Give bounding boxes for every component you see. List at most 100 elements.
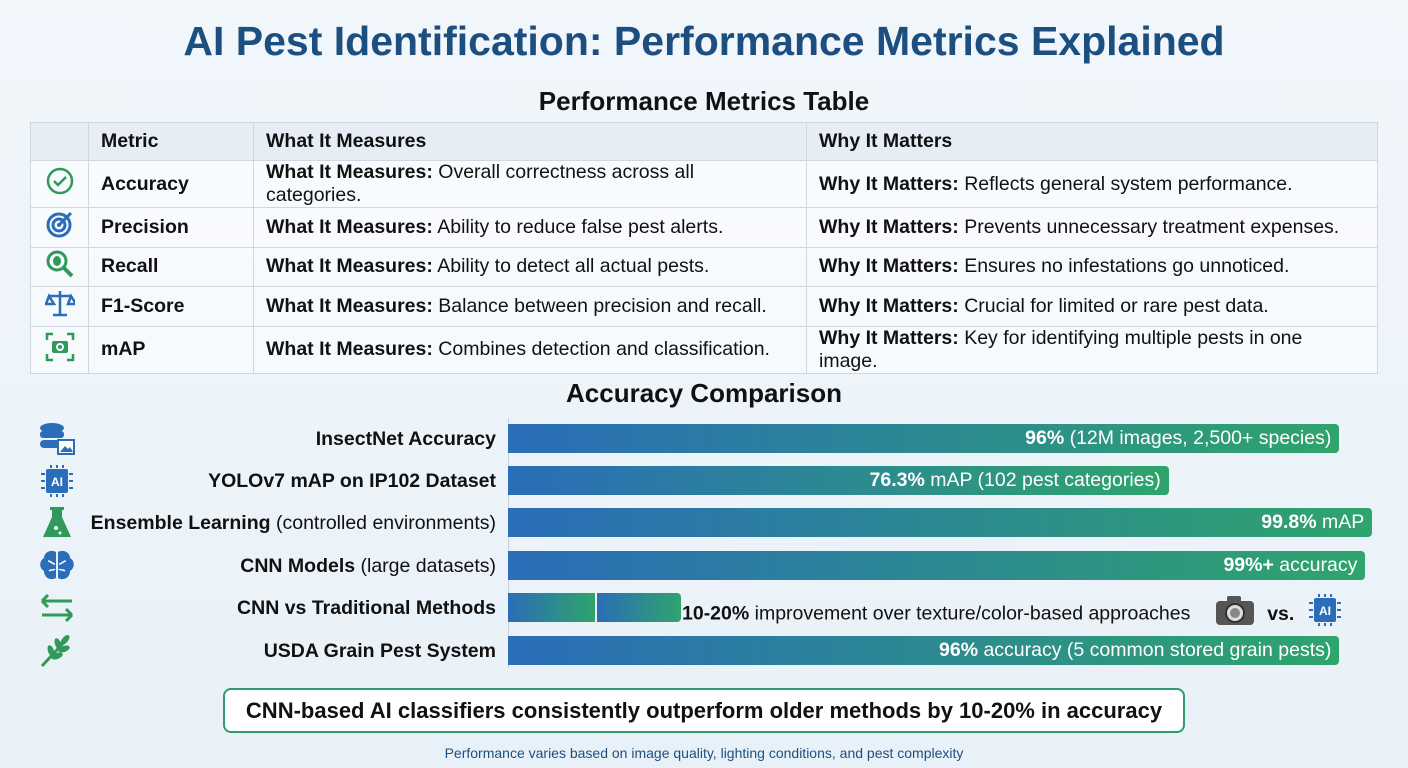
measures-text: Combines detection and classification. <box>438 338 770 360</box>
measures-cell: What It Measures: Ability to reduce fals… <box>253 207 807 248</box>
header-measures: What It Measures <box>253 122 807 161</box>
matters-cell: Why It Matters: Crucial for limited or r… <box>806 286 1378 327</box>
brain-icon <box>38 549 76 583</box>
matters-text: Ensures no infestations go unnoticed. <box>964 255 1290 278</box>
category-name: YOLOv7 mAP on IP102 Dataset <box>208 470 496 492</box>
bar: 96% (12M images, 2,500+ species) <box>508 424 1340 453</box>
callout-box: CNN-based AI classifiers consistently ou… <box>223 688 1185 733</box>
category-name: CNN vs Traditional Methods <box>237 597 496 619</box>
matters-text: Reflects general system performance. <box>964 172 1293 195</box>
bar: 99%+ accuracy <box>508 551 1366 580</box>
table-row: Accuracy What It Measures: Overall corre… <box>30 160 1378 208</box>
ai-chip-icon: AI <box>1306 593 1344 636</box>
category-name: Ensemble Learning <box>90 512 271 534</box>
metric-name: F1-Score <box>88 286 254 327</box>
bug-magnifier-icon <box>30 246 89 287</box>
measures-text: Overall correctness across all categorie… <box>266 161 695 206</box>
flask-icon <box>38 506 76 540</box>
svg-text:AI: AI <box>1319 604 1331 618</box>
category-label: USDA Grain Pest System <box>264 636 496 666</box>
category-label: CNN vs Traditional Methods <box>237 593 496 623</box>
header-icon <box>30 122 89 161</box>
svg-text:AI: AI <box>51 475 63 489</box>
value-detail: accuracy (5 common stored grain pests) <box>978 639 1332 661</box>
measures-text: Ability to detect all actual pests. <box>437 255 710 278</box>
measures-prefix: What It Measures: <box>266 161 433 183</box>
header-metric: Metric <box>88 122 254 161</box>
chart-axis <box>508 418 509 668</box>
matters-text: Prevents unnecessary treatment expenses. <box>964 215 1340 238</box>
bar-segment <box>508 593 595 622</box>
metric-name: mAP <box>88 325 254 374</box>
value-text: 99%+ <box>1223 554 1274 576</box>
bar-segment <box>596 593 682 622</box>
target-icon <box>30 207 89 248</box>
table-row: Recall What It Measures: Ability to dete… <box>30 246 1378 287</box>
category-name: USDA Grain Pest System <box>263 640 496 662</box>
measures-prefix: What It Measures: <box>266 294 433 317</box>
matters-prefix: Why It Matters: <box>819 326 959 349</box>
value-detail: mAP (102 pest categories) <box>924 469 1161 491</box>
metric-name: Recall <box>88 246 254 287</box>
category-detail: (large datasets) <box>355 555 497 577</box>
category-label: InsectNet Accuracy <box>316 424 496 454</box>
matters-text: Crucial for limited or rare pest data. <box>964 294 1269 317</box>
value-text: 99.8% <box>1261 511 1317 533</box>
value-detail: improvement over texture/color-based app… <box>749 602 1191 625</box>
wheat-icon <box>38 634 76 668</box>
matters-prefix: Why It Matters: <box>819 294 959 317</box>
metrics-table: Metric What It Measures Why It Matters A… <box>30 122 1378 374</box>
measures-cell: What It Measures: Overall correctness ac… <box>253 160 807 208</box>
metric-name: Precision <box>88 207 254 248</box>
matters-prefix: Why It Matters: <box>819 215 959 238</box>
value-detail: mAP <box>1316 511 1365 533</box>
vs-text: vs. <box>1267 602 1295 625</box>
metric-name: Accuracy <box>88 160 254 208</box>
value-detail: (12M images, 2,500+ species) <box>1064 427 1332 449</box>
category-detail: (controlled environments) <box>270 512 496 534</box>
measures-cell: What It Measures: Balance between precis… <box>253 286 807 327</box>
chart-title: Accuracy Comparison <box>566 378 842 408</box>
value-text: 10-20% <box>682 602 750 625</box>
scale-icon <box>30 286 89 327</box>
check-circle-icon <box>30 160 89 208</box>
matters-cell: Why It Matters: Key for identifying mult… <box>806 325 1378 374</box>
category-name: CNN Models <box>240 555 356 577</box>
matters-text: Key for identifying multiple pests in on… <box>819 326 1303 372</box>
value-detail: accuracy <box>1273 554 1358 576</box>
matters-cell: Why It Matters: Prevents unnecessary tre… <box>806 207 1378 248</box>
bar: 96% accuracy (5 common stored grain pest… <box>508 636 1340 665</box>
table-row: Precision What It Measures: Ability to r… <box>30 207 1378 248</box>
measures-text: Ability to reduce false pest alerts. <box>437 215 724 238</box>
camera-scan-icon <box>30 325 89 374</box>
category-label: YOLOv7 mAP on IP102 Dataset <box>208 466 496 496</box>
table-row: mAP What It Measures: Combines detection… <box>30 325 1378 374</box>
table-row: F1-Score What It Measures: Balance betwe… <box>30 286 1378 327</box>
camera-icon <box>1214 593 1256 636</box>
swap-arrows-icon <box>38 591 76 625</box>
ai-chip-icon: AI <box>38 464 76 498</box>
page-title: AI Pest Identification: Performance Metr… <box>183 18 1225 64</box>
value-text: 96% <box>1025 427 1065 449</box>
table-heading: Performance Metrics Table <box>538 86 870 116</box>
matters-cell: Why It Matters: Reflects general system … <box>806 160 1378 208</box>
matters-prefix: Why It Matters: <box>819 255 959 278</box>
category-label: CNN Models (large datasets) <box>240 551 496 581</box>
measures-cell: What It Measures: Combines detection and… <box>253 325 807 374</box>
value-text: 76.3% <box>869 469 925 491</box>
measures-cell: What It Measures: Ability to detect all … <box>253 246 807 287</box>
database-image-icon <box>38 422 76 456</box>
footer-note: Performance varies based on image qualit… <box>444 745 964 761</box>
measures-text: Balance between precision and recall. <box>438 294 767 317</box>
measures-prefix: What It Measures: <box>266 215 433 238</box>
matters-cell: Why It Matters: Ensures no infestations … <box>806 246 1378 287</box>
value-text: 96% <box>939 639 979 661</box>
bar-label: 10-20% improvement over texture/color-ba… <box>682 593 1344 636</box>
measures-prefix: What It Measures: <box>266 338 433 360</box>
header-matters: Why It Matters <box>806 122 1378 161</box>
bar: 76.3% mAP (102 pest categories) <box>508 466 1169 495</box>
measures-prefix: What It Measures: <box>266 255 433 278</box>
bar: 99.8% mAP <box>508 508 1373 537</box>
category-label: Ensemble Learning (controlled environmen… <box>91 508 496 538</box>
matters-prefix: Why It Matters: <box>819 172 959 195</box>
